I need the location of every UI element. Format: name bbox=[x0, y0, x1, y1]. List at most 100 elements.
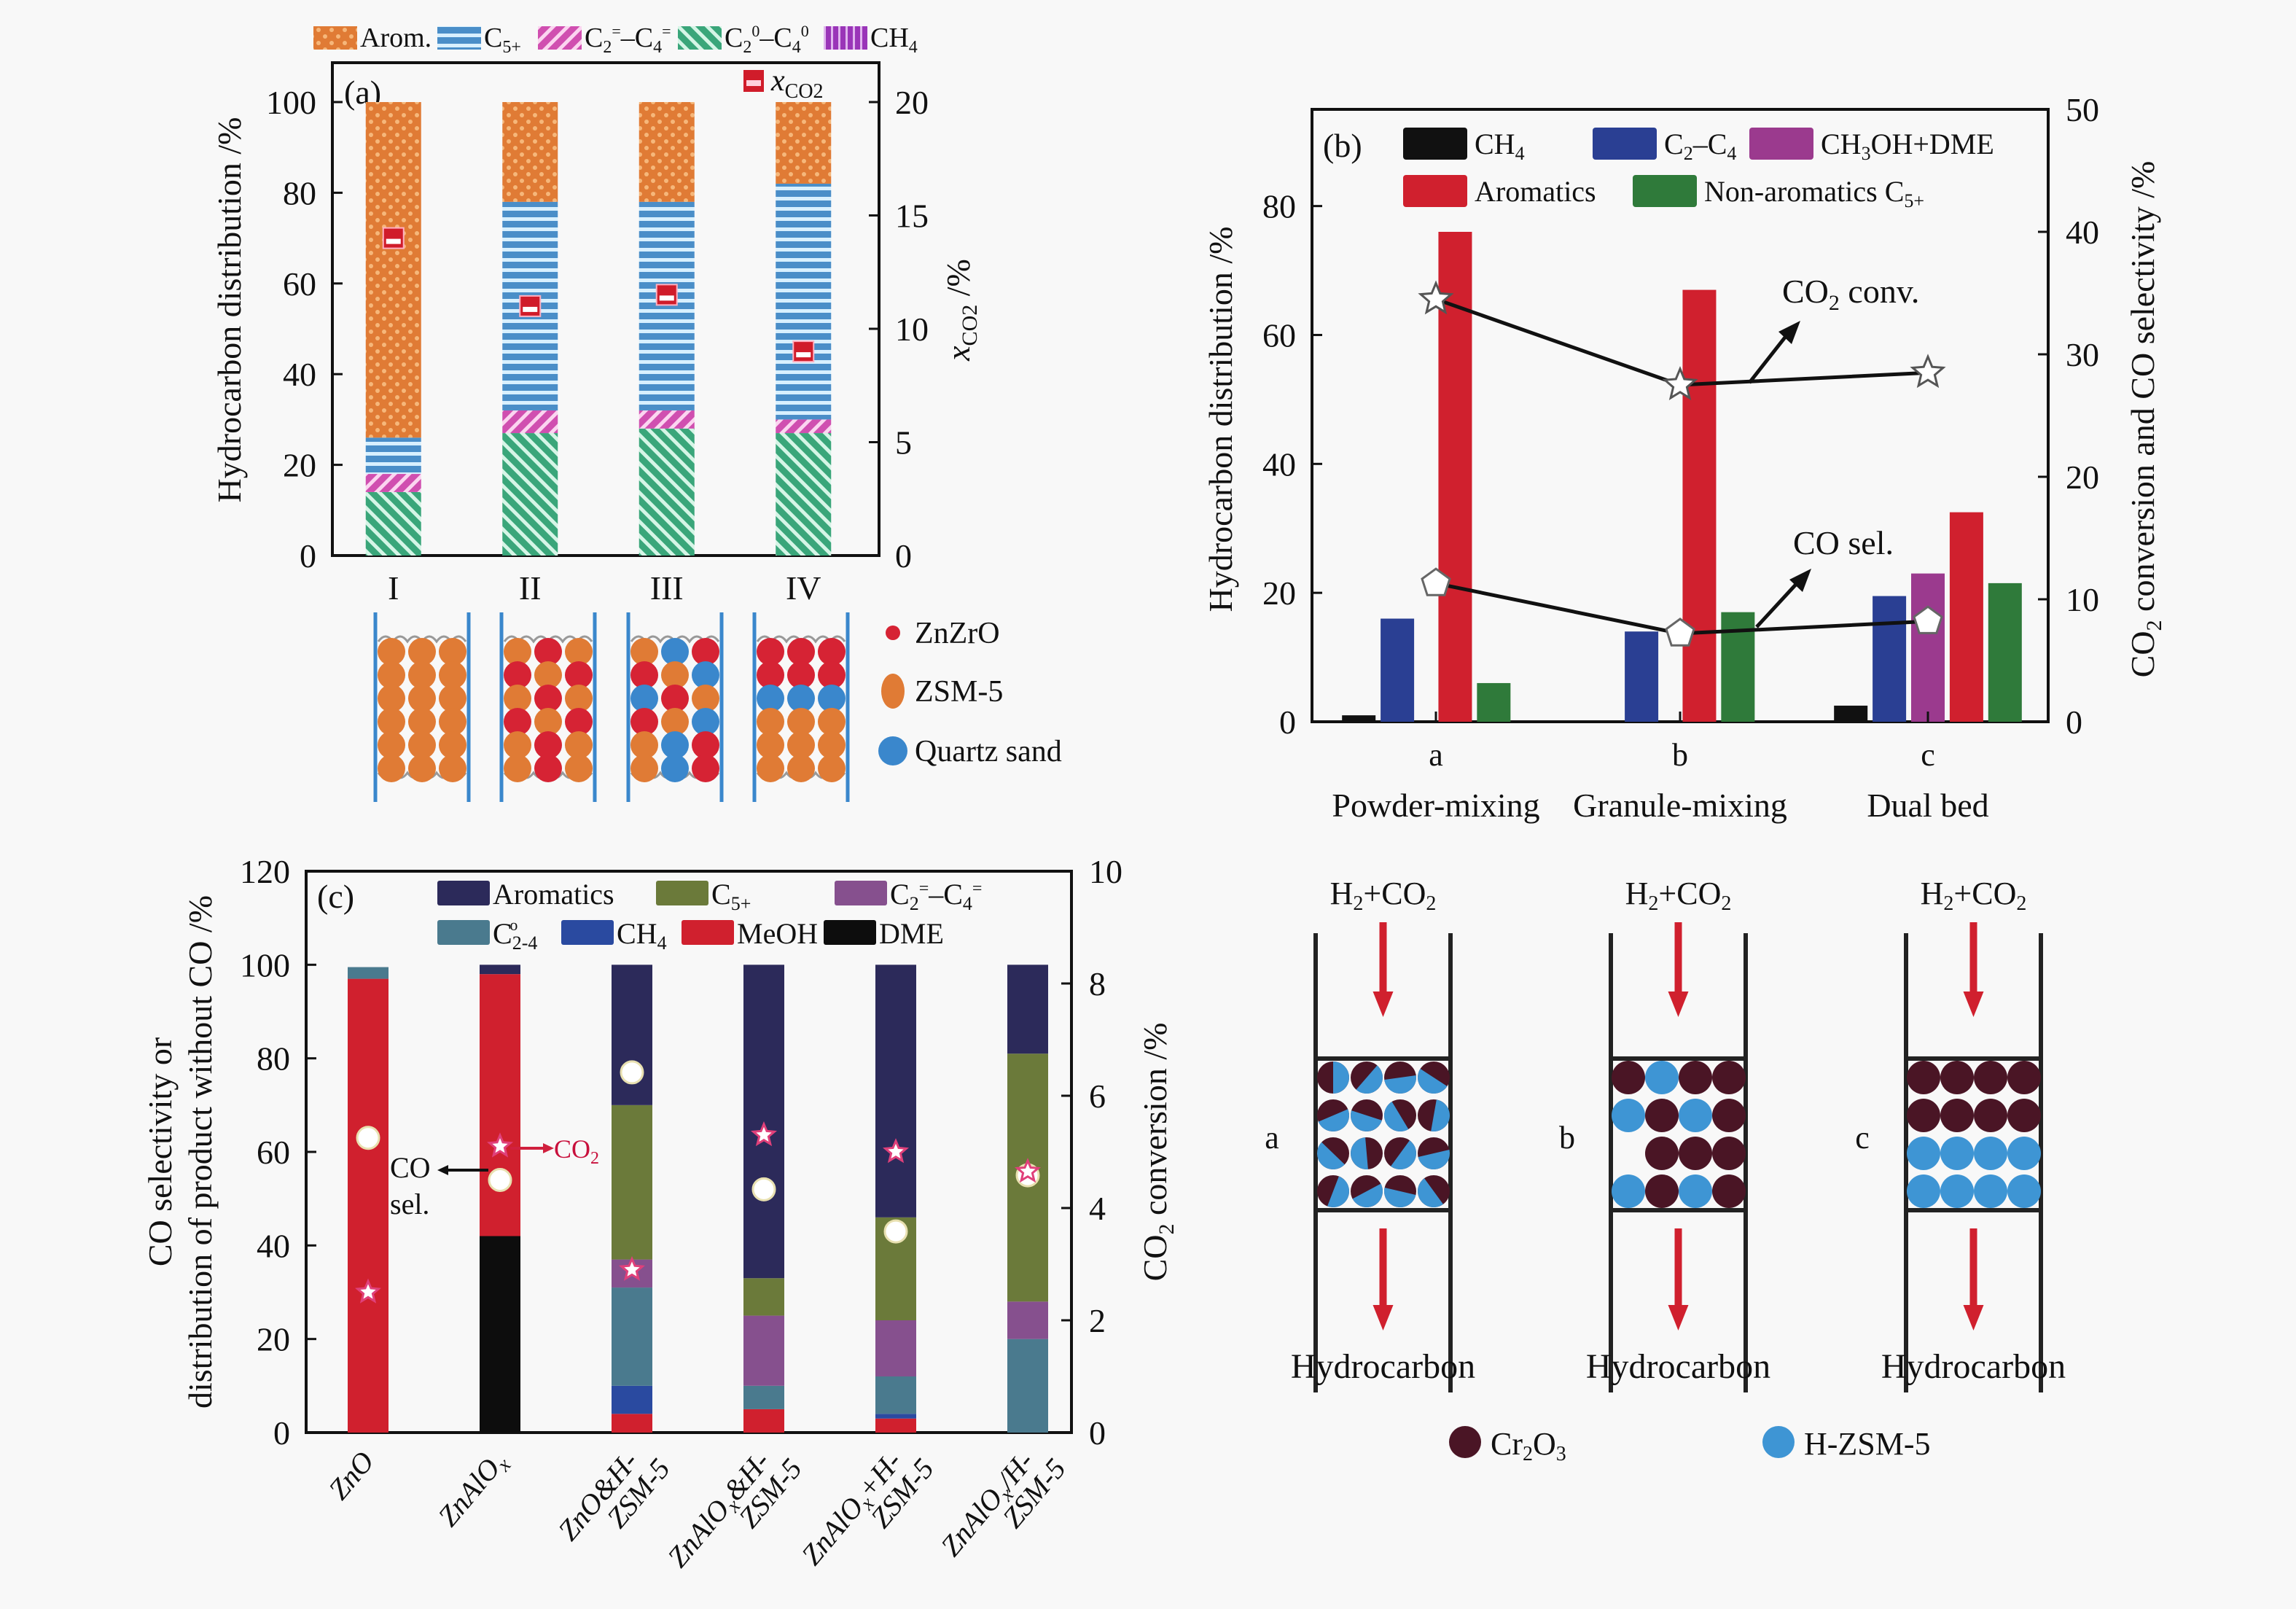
y-tick-label: 0 bbox=[1279, 704, 1296, 741]
outlet-label: Hydrocarbon bbox=[1586, 1347, 1770, 1386]
bar-aromatics bbox=[1682, 289, 1717, 722]
outlet-arrow-head bbox=[1963, 1305, 1984, 1331]
znzro-particle bbox=[692, 755, 719, 782]
x-tick-label: b bbox=[1672, 737, 1688, 773]
co2-conv-marker bbox=[618, 1255, 646, 1281]
x-tick-label: IV bbox=[786, 569, 821, 607]
category-name: Granule-mixing bbox=[1573, 787, 1787, 824]
y-tick-label: 40 bbox=[257, 1227, 290, 1264]
legend-swatch bbox=[656, 881, 708, 905]
y-tick-label: 0 bbox=[273, 1414, 290, 1452]
y-tick-label: 80 bbox=[257, 1040, 290, 1078]
zsm5-particle bbox=[504, 731, 531, 759]
y2-tick-label: 4 bbox=[1089, 1190, 1106, 1227]
bed-legend-a: ZnZrO ZSM-5 Quartz sand bbox=[878, 617, 1062, 768]
znzro-particle bbox=[534, 731, 562, 759]
zsm5-particle bbox=[630, 638, 658, 666]
outlet-label: Hydrocarbon bbox=[1881, 1347, 2066, 1386]
y-tick-label: 40 bbox=[283, 356, 316, 393]
quartz-particle bbox=[661, 731, 689, 759]
reactor-label: b bbox=[1559, 1120, 1575, 1156]
reactor-b: H2+CO2 b Hydrocarbon bbox=[1559, 876, 1770, 1392]
hzsm5-particle bbox=[1384, 1075, 1416, 1094]
quartz-particle bbox=[661, 638, 689, 666]
x-tick-label: ZnAlOx bbox=[432, 1444, 516, 1535]
xco2-marker bbox=[792, 340, 815, 363]
zsm5-particle bbox=[439, 731, 466, 759]
outlet-arrow bbox=[1969, 1228, 1977, 1309]
bar-segment-c24o bbox=[875, 1376, 916, 1414]
zsm5-particle bbox=[504, 755, 531, 782]
category-name: Powder-mixing bbox=[1332, 787, 1539, 824]
annotation-co2-conv: CO2 conv. bbox=[1782, 273, 1919, 315]
xco2-marker-inner bbox=[523, 306, 538, 312]
znzro-particle bbox=[787, 661, 815, 689]
inlet-label: H2+CO2 bbox=[1330, 876, 1437, 915]
co-sel-marker bbox=[1421, 567, 1451, 596]
bar-segment-aromatics bbox=[1007, 965, 1048, 1054]
y2-tick-label: 20 bbox=[895, 84, 929, 121]
legend-label: C5+ bbox=[711, 878, 751, 914]
legend-label: C2=–C4= bbox=[585, 22, 671, 57]
zsm5-particle bbox=[408, 638, 436, 666]
bar-c2c4 bbox=[1873, 596, 1907, 722]
xco2-legend: xCO2 bbox=[743, 64, 824, 103]
znzro-particle bbox=[692, 731, 719, 759]
bar-segment-c24o bbox=[1007, 1339, 1048, 1433]
zsm5-particle bbox=[408, 755, 436, 782]
znzro-particle bbox=[661, 685, 689, 712]
legend-swatch bbox=[824, 26, 867, 50]
bar-segment-meoh bbox=[348, 978, 388, 1433]
x-tick-label: I bbox=[388, 569, 399, 607]
co-sel-marker bbox=[1665, 618, 1695, 647]
bar-segment-meoh bbox=[875, 1418, 916, 1433]
y-ticks-a: 0 20 40 60 80 100 bbox=[266, 84, 343, 574]
bar-segment-ch4 bbox=[875, 1414, 916, 1419]
xco2-marker bbox=[382, 227, 405, 249]
bed-legend-label: ZSM-5 bbox=[915, 675, 1003, 709]
znzro-particle bbox=[504, 661, 531, 689]
znzro-particle bbox=[630, 708, 658, 736]
y2-tick-label: 10 bbox=[1089, 853, 1122, 890]
co2-annotation: CO2 bbox=[510, 1134, 599, 1168]
znzro-particle bbox=[818, 638, 846, 666]
hzsm5-particle bbox=[1333, 1061, 1349, 1094]
y-ticks-c: 0 20 40 60 80 100 120 bbox=[240, 853, 316, 1452]
y2-tick-label: 5 bbox=[895, 424, 912, 461]
y-tick-label: 40 bbox=[1262, 445, 1296, 483]
legend-label: Aromatics bbox=[1475, 175, 1596, 208]
y2-tick-label: 50 bbox=[2066, 91, 2099, 128]
hzsm5-particle bbox=[1940, 1137, 1974, 1170]
bar-segment-arom bbox=[639, 102, 695, 202]
bar-segment-c2oc4o bbox=[365, 491, 421, 556]
cr2o3-particle bbox=[1645, 1174, 1679, 1208]
inlet-arrow bbox=[1379, 922, 1387, 995]
znzro-particle bbox=[565, 661, 593, 689]
y2-axis-title-c: CO2 conversion /% bbox=[1136, 1023, 1179, 1282]
hzsm5-particle bbox=[2007, 1137, 2041, 1170]
co-sel-marker bbox=[883, 1219, 908, 1244]
zsm5-particle bbox=[439, 755, 466, 782]
reactor-c: H2+CO2 c Hydrocarbon bbox=[1855, 876, 2066, 1392]
reactor-a: H2+CO2 a Hydrocarbon bbox=[1265, 876, 1475, 1392]
x-tick-label: II bbox=[519, 569, 542, 607]
y2-tick-label: 0 bbox=[895, 537, 912, 574]
legend-a: Arom. C5+ C2=–C4= C20–C40 CH4 bbox=[313, 22, 918, 57]
y-ticks-b: 0 20 40 60 80 bbox=[1262, 188, 1322, 741]
legend-swatch bbox=[1633, 175, 1697, 207]
xco2-marker bbox=[655, 284, 678, 306]
inlet-arrow-head bbox=[1963, 991, 1984, 1017]
x-tick-label: a bbox=[1429, 737, 1443, 773]
legend-swatch bbox=[1403, 128, 1467, 160]
y2-tick-label: 0 bbox=[1089, 1414, 1106, 1452]
bar-ch4 bbox=[1834, 705, 1868, 722]
cr2o3-particle bbox=[1612, 1061, 1645, 1094]
co2-conv-marker bbox=[1418, 280, 1454, 315]
bar-segment-arom bbox=[365, 102, 421, 438]
cr2o3-particle bbox=[2007, 1061, 2041, 1094]
bars-a bbox=[365, 102, 832, 556]
y-axis-title-c-line1: CO selectivity or bbox=[141, 1037, 179, 1266]
znzro-particle bbox=[787, 638, 815, 666]
bar-segment-c2c4 bbox=[1007, 1301, 1048, 1339]
